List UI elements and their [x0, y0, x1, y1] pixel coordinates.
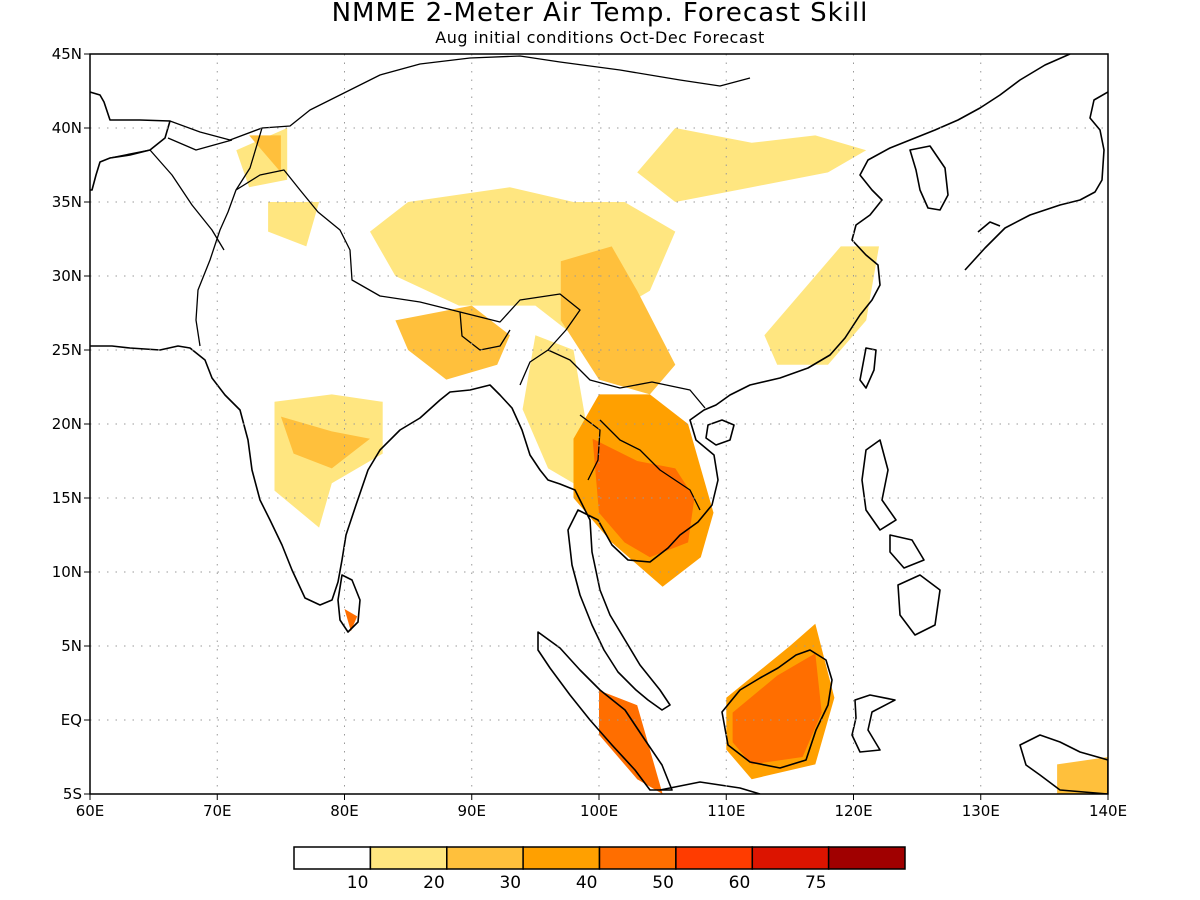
colorbar-swatch [675, 846, 754, 870]
lat-tick-label: 30N [52, 267, 82, 285]
skill-region-3 [395, 305, 510, 380]
skill-region-2 [522, 335, 587, 484]
lat-tick-label: EQ [61, 711, 82, 729]
skill-region-7 [249, 135, 281, 173]
coastline-taiwan [859, 347, 877, 389]
map-title: NMME 2-Meter Air Temp. Forecast Skill [331, 0, 869, 28]
skill-region-15 [599, 690, 663, 794]
colorbar-label: 20 [423, 873, 445, 893]
lat-tick-label: 15N [52, 489, 82, 507]
lat-tick-label: 25N [52, 341, 82, 359]
lat-tick-label: 35N [52, 193, 82, 211]
coastline-java [659, 781, 761, 794]
skill-region-5 [280, 416, 370, 469]
colorbar-swatch [598, 846, 677, 870]
lon-tick-label: 60E [76, 802, 105, 820]
coastline-visayas [889, 534, 925, 569]
colorbar-swatch [369, 846, 448, 870]
colorbar-label: 60 [729, 873, 751, 893]
coastline-mindanao [897, 574, 941, 636]
coastline-layer [90, 54, 1108, 794]
lon-tick-label: 90E [457, 802, 486, 820]
colorbar-label: 40 [576, 873, 598, 893]
colorbar-swatch [293, 846, 372, 870]
lon-tick-label: 80E [330, 802, 359, 820]
skill-region-16 [344, 609, 358, 632]
lat-tick-label: 10N [52, 563, 82, 581]
colorbar-label: 75 [805, 873, 827, 893]
skill-region-10 [764, 246, 879, 365]
coastline-luzon [861, 439, 897, 531]
coastline-korea [909, 145, 949, 211]
coastline-borneo [721, 649, 833, 769]
lon-tick-label: 110E [707, 802, 745, 820]
lat-tick-label: 5N [61, 637, 82, 655]
lat-tick-label: 40N [52, 119, 82, 137]
colorbar-swatch [751, 846, 830, 870]
coastline-sri-lanka [337, 574, 361, 633]
skill-region-8 [268, 202, 320, 247]
axis-ticks [84, 53, 1109, 800]
skill-region-1 [560, 246, 676, 395]
lon-tick-label: 140E [1089, 802, 1127, 820]
skill-shading-layer [236, 128, 1108, 794]
lon-tick-label: 120E [834, 802, 872, 820]
colorbar-swatch [446, 846, 524, 870]
lat-tick-label: 45N [52, 45, 82, 63]
lon-tick-label: 130E [962, 802, 1000, 820]
lon-tick-label: 70E [203, 802, 232, 820]
map-subtitle: Aug initial conditions Oct-Dec Forecast [435, 28, 765, 47]
colorbar-swatch [522, 846, 601, 870]
colorbar: 10 20 30 40 50 60 75 [293, 846, 906, 893]
lat-tick-label: 5S [63, 785, 82, 803]
coastline-sulawesi [851, 694, 896, 753]
skill-region-14 [732, 653, 822, 765]
colorbar-label: 30 [499, 873, 521, 893]
coastline-new-guinea [1019, 734, 1108, 794]
colorbar-label: 10 [347, 873, 369, 893]
skill-region-17 [1057, 757, 1108, 794]
lat-tick-label: 20N [52, 415, 82, 433]
coastline-mainland [90, 54, 1071, 711]
lon-tick-label: 100E [580, 802, 618, 820]
coastline-japan [964, 91, 1108, 271]
colorbar-label: 50 [652, 873, 674, 893]
coastline-hainan [705, 419, 735, 446]
skill-region-9 [637, 128, 867, 202]
colorbar-swatch [827, 846, 906, 870]
